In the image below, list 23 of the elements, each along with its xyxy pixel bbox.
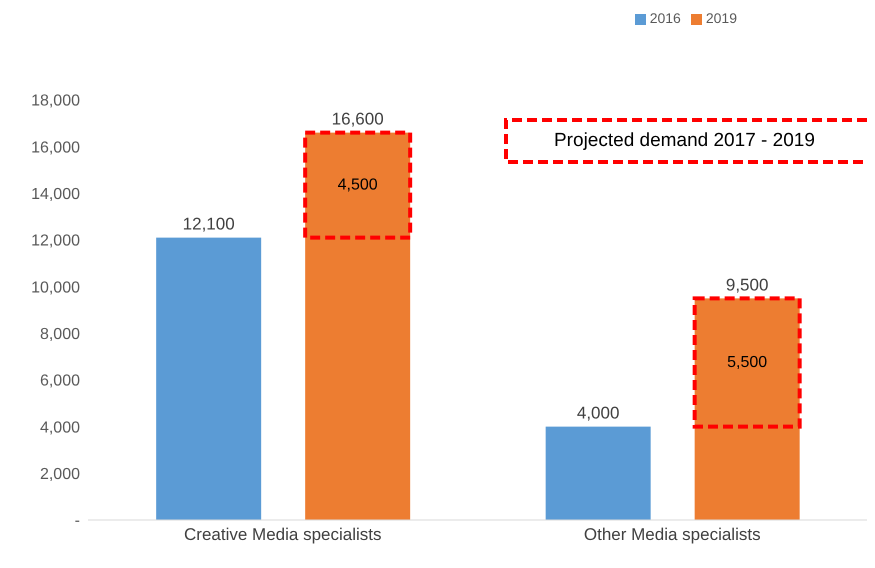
annotation: 5,500 xyxy=(727,354,768,371)
y-tick-label: 2,000 xyxy=(40,466,80,484)
y-tick-label: 16,000 xyxy=(31,139,80,156)
legend-label: 2019 xyxy=(706,10,737,26)
y-tick-label: - xyxy=(74,512,80,530)
data-label: 9,500 xyxy=(726,275,768,294)
y-tick-label: 12,000 xyxy=(31,232,80,250)
y-tick-label: 10,000 xyxy=(31,279,80,296)
y-tick-label: 8,000 xyxy=(40,326,80,344)
y-tick-label: 14,000 xyxy=(31,186,80,204)
x-tick-label: Other Media specialists xyxy=(584,525,761,544)
legend-label: 2016 xyxy=(650,10,681,26)
data-label: 16,600 xyxy=(332,110,384,129)
annotation: Projected demand 2017 - 2019 xyxy=(554,129,815,153)
annotation: 4,500 xyxy=(338,176,378,194)
y-tick-label: 18,000 xyxy=(31,92,80,110)
y-tick-label: 6,000 xyxy=(40,372,80,390)
data-label: 4,000 xyxy=(576,404,620,423)
x-tick-label: Creative Media specialists xyxy=(184,525,382,544)
data-label: 12,100 xyxy=(182,214,235,234)
bar xyxy=(156,238,262,520)
y-tick-label: 4,000 xyxy=(40,419,80,436)
bar xyxy=(546,426,651,520)
